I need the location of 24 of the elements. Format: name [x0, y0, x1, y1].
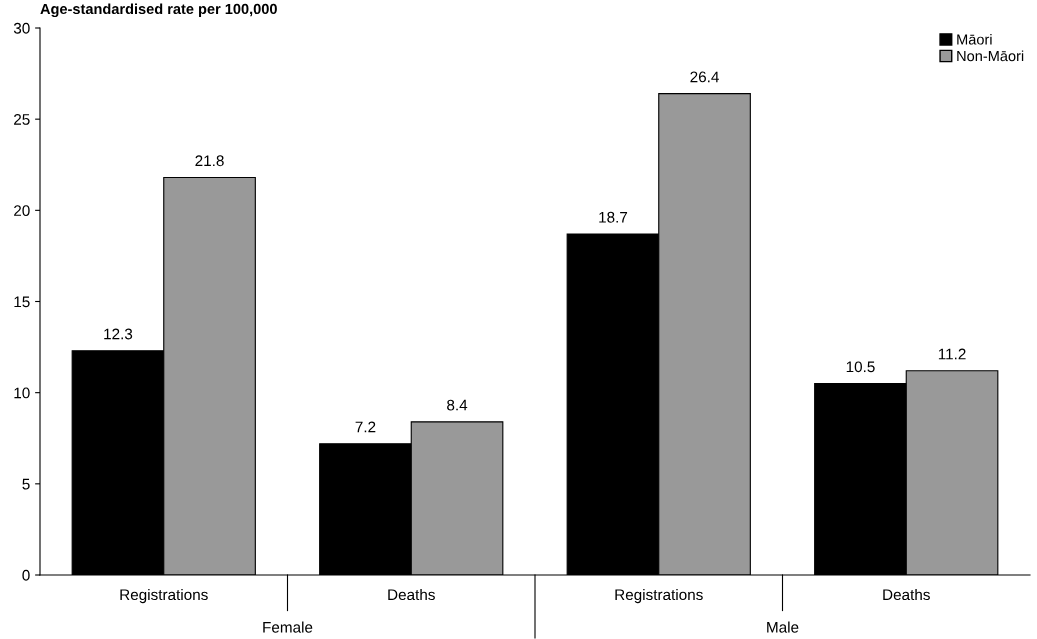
- y-tick-label: 30: [13, 22, 30, 34]
- data-label: 12.3: [104, 328, 133, 340]
- y-tick-label: 25: [14, 114, 30, 125]
- text: Male: [767, 621, 799, 633]
- legend-label: Māori: [957, 33, 992, 45]
- x-tick-label: Deaths: [883, 588, 930, 601]
- y-tick-label: 10: [14, 387, 30, 399]
- y-tick-label: 0: [22, 569, 30, 581]
- y-tick-label: 5: [22, 478, 30, 490]
- data-label: 18.7: [599, 211, 628, 223]
- data-label: 21.8: [195, 155, 224, 167]
- data-label: 11.2: [938, 348, 966, 360]
- legend-label: Non-Māori: [957, 50, 1024, 62]
- y-tick-label: 15: [14, 296, 30, 308]
- data-label: 7.2: [355, 421, 376, 433]
- y-axis-title: Age-standardised rate per 100,000: [40, 3, 277, 18]
- y-tick-label: 20: [14, 205, 30, 217]
- x-tick-label: Deaths: [388, 588, 435, 601]
- data-label: 10.5: [846, 361, 875, 373]
- data-label: 8.4: [447, 399, 468, 411]
- text: Female: [263, 621, 313, 633]
- data-label: 26.4: [690, 71, 719, 83]
- x-tick-label: Registrations: [120, 588, 208, 604]
- x-tick-label: Registrations: [615, 588, 703, 604]
